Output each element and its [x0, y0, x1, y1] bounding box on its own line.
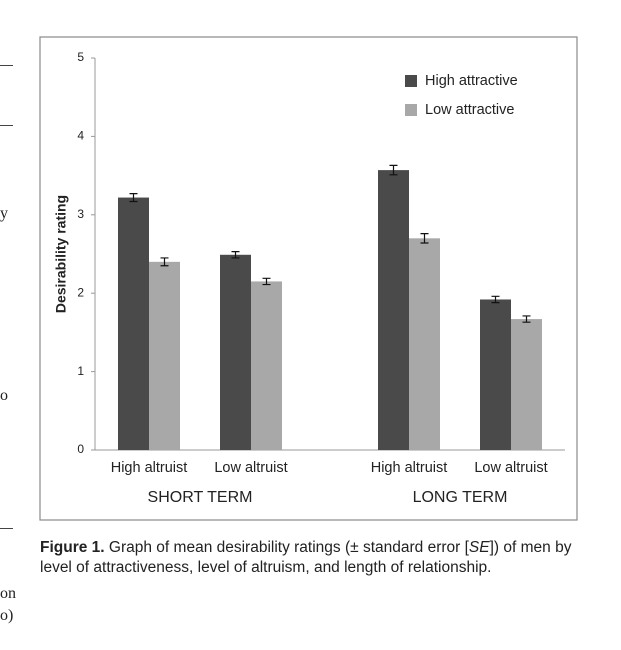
- error-bar: [262, 277, 271, 286]
- legend-label: Low attractive: [425, 102, 514, 118]
- error-bar: [522, 315, 531, 323]
- error-bar: [231, 251, 240, 259]
- x-tick-label: Low altruist: [214, 460, 287, 476]
- group-label: LONG TERM: [413, 489, 508, 506]
- margin-fragment: y: [0, 205, 8, 222]
- y-tick-label: 0: [77, 442, 84, 456]
- bar: [118, 197, 149, 450]
- y-tick-label: 2: [77, 285, 84, 299]
- bar: [480, 299, 511, 450]
- error-bar: [160, 257, 169, 267]
- margin-fragment: o): [0, 607, 14, 624]
- bar: [409, 238, 440, 450]
- legend-swatch: [405, 75, 417, 87]
- caption-italic: SE: [468, 539, 490, 556]
- margin-rule: [0, 528, 13, 529]
- margin-fragment: on: [0, 585, 16, 602]
- margin-rule: [0, 125, 13, 126]
- bar: [378, 170, 409, 450]
- x-tick-label: High altruist: [111, 460, 188, 476]
- y-tick-label: 4: [77, 129, 84, 143]
- margin-fragment: o: [0, 387, 8, 404]
- y-axis-title: Desirability rating: [53, 195, 69, 313]
- bar: [149, 261, 180, 450]
- caption-text: Graph of mean desirability ratings (± st…: [108, 539, 469, 556]
- y-tick-label: 1: [77, 364, 84, 378]
- error-bar: [389, 164, 398, 176]
- legend-swatch: [405, 104, 417, 116]
- bar: [220, 254, 251, 450]
- error-bar: [491, 295, 500, 304]
- x-tick-label: Low altruist: [474, 460, 547, 476]
- y-tick-label: 3: [77, 207, 84, 221]
- error-bar: [420, 233, 429, 244]
- bar: [511, 319, 542, 450]
- caption-label: Figure 1.: [40, 539, 105, 556]
- caption-text: ]) of men by level of attractiveness, le…: [40, 539, 572, 576]
- chart: Desirability rating 0 1 2 3 4 5 High altruist L…: [39, 36, 578, 521]
- error-bar: [129, 193, 138, 203]
- group-label: SHORT TERM: [148, 489, 253, 506]
- caption: Figure 1. Graph of mean desirability rat…: [40, 538, 588, 578]
- bar: [251, 281, 282, 450]
- x-tick-label: High altruist: [371, 460, 448, 476]
- legend-label: High attractive: [425, 73, 518, 89]
- margin-rule: [0, 65, 13, 66]
- y-tick-label: 5: [77, 50, 84, 64]
